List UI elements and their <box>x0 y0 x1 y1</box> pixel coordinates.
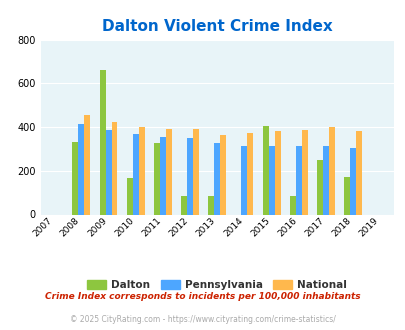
Bar <box>153 144 160 214</box>
Bar <box>139 127 144 214</box>
Bar <box>214 144 220 214</box>
Bar <box>247 133 253 214</box>
Bar <box>192 129 198 214</box>
Bar <box>355 131 361 214</box>
Bar <box>84 115 90 214</box>
Bar <box>99 70 105 214</box>
Text: Crime Index corresponds to incidents per 100,000 inhabitants: Crime Index corresponds to incidents per… <box>45 292 360 301</box>
Text: © 2025 CityRating.com - https://www.cityrating.com/crime-statistics/: © 2025 CityRating.com - https://www.city… <box>70 315 335 324</box>
Bar <box>78 124 84 214</box>
Bar <box>126 179 132 214</box>
Legend: Dalton, Pennsylvania, National: Dalton, Pennsylvania, National <box>83 276 350 294</box>
Bar <box>343 177 349 214</box>
Bar <box>187 138 192 214</box>
Bar <box>241 146 247 214</box>
Bar <box>316 160 322 214</box>
Title: Dalton Violent Crime Index: Dalton Violent Crime Index <box>102 19 332 34</box>
Bar <box>208 196 214 214</box>
Bar <box>220 135 226 214</box>
Bar <box>295 146 301 214</box>
Bar <box>328 127 334 214</box>
Bar <box>72 142 78 214</box>
Bar <box>166 129 171 214</box>
Bar <box>301 130 307 214</box>
Bar <box>262 126 268 214</box>
Bar <box>132 134 139 214</box>
Bar <box>349 148 355 214</box>
Bar <box>274 131 280 214</box>
Bar <box>160 137 166 214</box>
Bar <box>181 196 187 214</box>
Bar <box>268 146 274 214</box>
Bar <box>105 130 111 214</box>
Bar <box>322 146 328 214</box>
Bar <box>111 121 117 214</box>
Bar <box>289 196 295 214</box>
